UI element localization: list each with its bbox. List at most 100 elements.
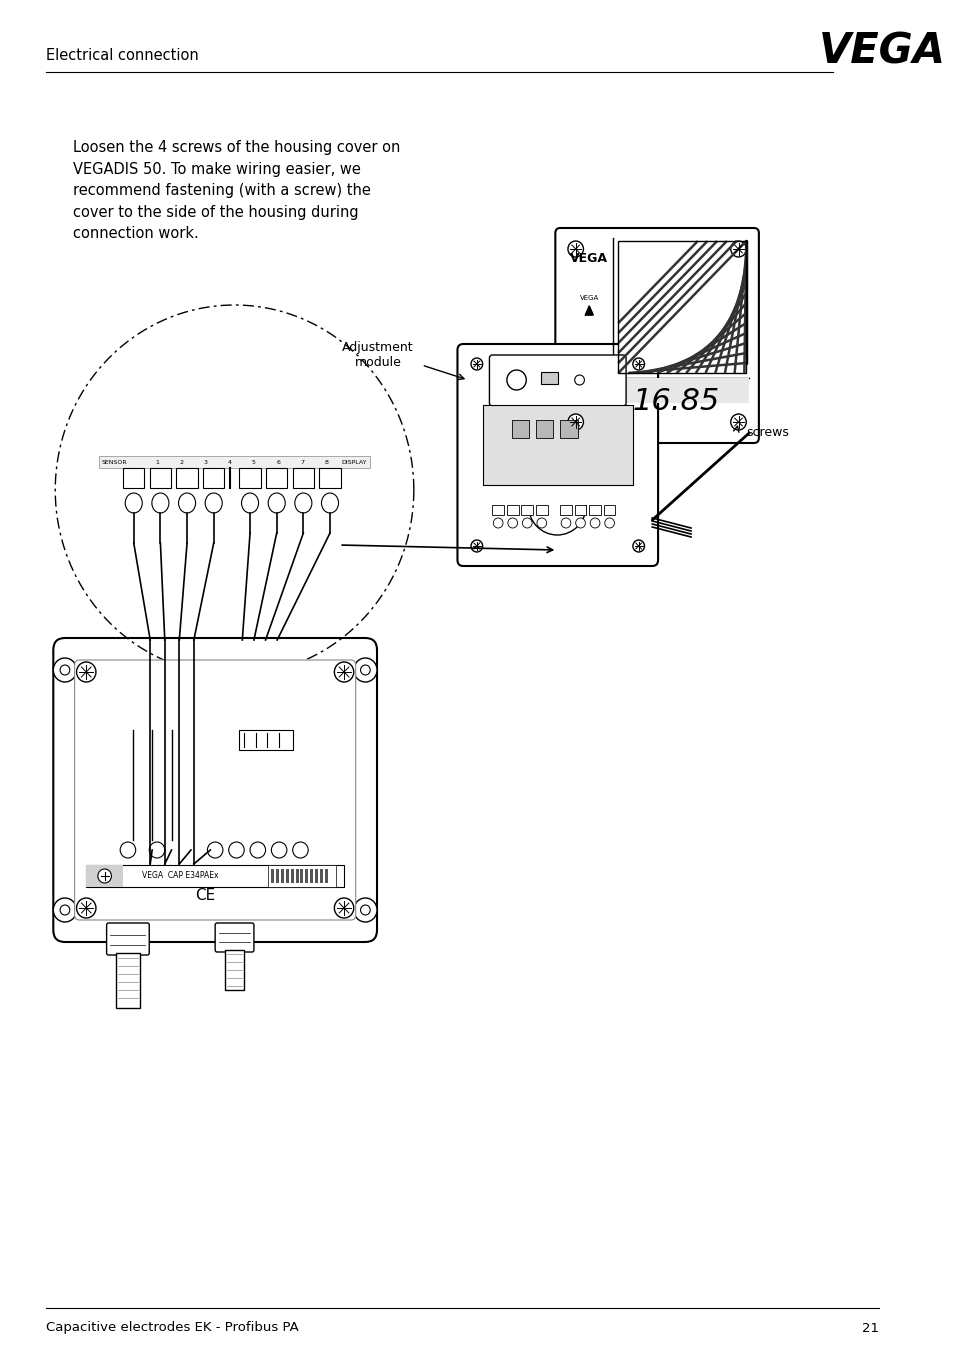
Bar <box>559 505 571 515</box>
Circle shape <box>471 540 482 552</box>
Bar <box>203 468 224 487</box>
Text: 6: 6 <box>276 459 280 464</box>
Circle shape <box>567 414 583 431</box>
Circle shape <box>574 375 584 385</box>
Circle shape <box>560 519 570 528</box>
Bar <box>225 951 244 990</box>
Ellipse shape <box>178 493 195 513</box>
Bar <box>618 241 745 372</box>
Text: 4: 4 <box>228 459 232 464</box>
Bar <box>116 953 139 1007</box>
Bar <box>618 241 745 372</box>
Bar <box>239 730 293 750</box>
Circle shape <box>76 662 96 682</box>
Circle shape <box>334 662 354 682</box>
Circle shape <box>229 842 244 858</box>
Text: VEGA: VEGA <box>570 252 608 264</box>
Bar <box>176 468 197 487</box>
Bar <box>86 865 344 887</box>
Circle shape <box>632 540 644 552</box>
FancyBboxPatch shape <box>489 355 625 406</box>
Bar <box>574 505 586 515</box>
Bar <box>540 372 558 385</box>
Bar <box>281 869 284 883</box>
Ellipse shape <box>321 493 338 513</box>
Circle shape <box>98 869 112 883</box>
Bar <box>271 869 274 883</box>
Bar <box>324 869 327 883</box>
Bar <box>536 505 547 515</box>
Bar <box>239 468 260 487</box>
Circle shape <box>60 665 70 676</box>
Bar <box>521 505 533 515</box>
Ellipse shape <box>152 493 169 513</box>
Bar <box>295 869 298 883</box>
Bar <box>150 468 171 487</box>
Bar <box>319 869 322 883</box>
Bar <box>276 869 279 883</box>
FancyBboxPatch shape <box>555 227 758 443</box>
Bar <box>293 468 314 487</box>
Bar <box>603 505 615 515</box>
Text: 16.85: 16.85 <box>632 386 720 416</box>
Bar <box>618 241 745 372</box>
Text: 21: 21 <box>862 1322 878 1335</box>
Polygon shape <box>585 306 593 315</box>
Bar <box>99 456 370 468</box>
Circle shape <box>730 414 745 431</box>
Bar <box>268 865 336 887</box>
Text: VEGA: VEGA <box>818 31 944 73</box>
Bar <box>314 869 317 883</box>
Text: 8: 8 <box>324 459 328 464</box>
Circle shape <box>360 665 370 676</box>
Bar <box>536 420 553 437</box>
Circle shape <box>60 904 70 915</box>
FancyBboxPatch shape <box>215 923 253 952</box>
Text: DISPLAY: DISPLAY <box>341 459 367 464</box>
Circle shape <box>471 357 482 370</box>
Bar <box>506 505 518 515</box>
FancyBboxPatch shape <box>53 638 376 942</box>
Circle shape <box>567 241 583 257</box>
Text: SENSOR: SENSOR <box>102 459 128 464</box>
Circle shape <box>354 658 376 682</box>
Circle shape <box>207 842 223 858</box>
Bar <box>300 869 303 883</box>
Circle shape <box>730 241 745 257</box>
FancyBboxPatch shape <box>457 344 658 566</box>
Ellipse shape <box>125 493 142 513</box>
Circle shape <box>53 898 76 922</box>
Text: Adjustment
module: Adjustment module <box>342 341 414 370</box>
Ellipse shape <box>241 493 258 513</box>
Bar <box>310 869 313 883</box>
Text: 2: 2 <box>179 459 183 464</box>
Ellipse shape <box>294 493 312 513</box>
Circle shape <box>293 842 308 858</box>
Circle shape <box>590 519 599 528</box>
Text: 7: 7 <box>300 459 304 464</box>
Bar <box>305 869 308 883</box>
Circle shape <box>53 658 76 682</box>
Bar <box>511 420 529 437</box>
Text: Loosen the 4 screws of the housing cover on
VEGADIS 50. To make wiring easier, w: Loosen the 4 screws of the housing cover… <box>72 139 399 241</box>
Circle shape <box>522 519 532 528</box>
Text: Electrical connection: Electrical connection <box>46 47 198 62</box>
Circle shape <box>250 842 265 858</box>
Bar <box>286 869 289 883</box>
Circle shape <box>632 357 644 370</box>
Circle shape <box>537 519 546 528</box>
Circle shape <box>506 370 526 390</box>
Circle shape <box>271 842 287 858</box>
Text: CE: CE <box>195 887 215 903</box>
Circle shape <box>360 904 370 915</box>
Bar <box>86 865 123 887</box>
Bar <box>559 420 577 437</box>
Text: 5: 5 <box>252 459 255 464</box>
Circle shape <box>354 898 376 922</box>
Bar <box>564 378 748 403</box>
Text: 1: 1 <box>155 459 159 464</box>
Bar <box>482 405 632 485</box>
Circle shape <box>120 842 135 858</box>
Text: VEGA  CAP E34PAEx: VEGA CAP E34PAEx <box>142 872 219 880</box>
FancyBboxPatch shape <box>107 923 149 955</box>
